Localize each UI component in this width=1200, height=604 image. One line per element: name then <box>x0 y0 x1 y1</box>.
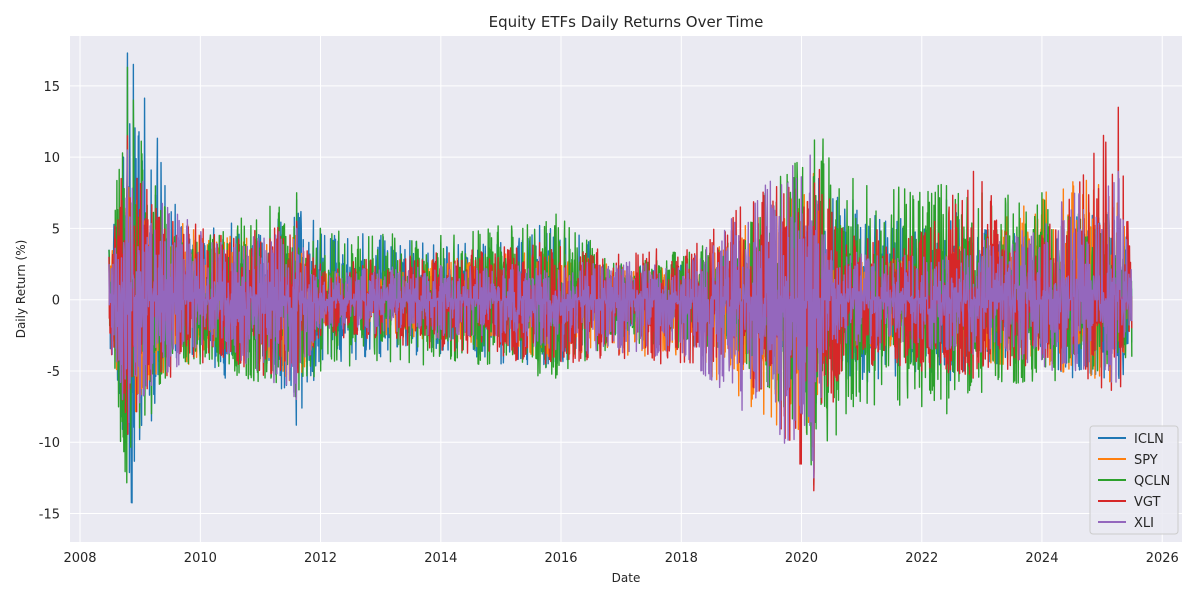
x-tick-label: 2012 <box>304 551 337 566</box>
x-tick-label: 2022 <box>905 551 938 566</box>
legend-label-vgt: VGT <box>1134 495 1161 510</box>
x-axis-label: Date <box>612 571 641 585</box>
y-tick-label: -10 <box>39 436 60 451</box>
series-line-xli <box>108 149 1133 479</box>
chart-title: Equity ETFs Daily Returns Over Time <box>489 13 764 31</box>
x-tick-label: 2026 <box>1146 551 1179 566</box>
x-tick-label: 2020 <box>785 551 818 566</box>
x-tick-label: 2016 <box>544 551 577 566</box>
series-group <box>108 52 1133 504</box>
x-tick-label: 2008 <box>63 551 96 566</box>
y-axis-label: Daily Return (%) <box>14 240 28 339</box>
x-tick-label: 2024 <box>1025 551 1058 566</box>
x-tick-label: 2010 <box>184 551 217 566</box>
legend-box <box>1089 425 1179 535</box>
legend-label-xli: XLI <box>1134 516 1154 531</box>
y-tick-label: 15 <box>43 80 60 95</box>
x-tick-label: 2018 <box>665 551 698 566</box>
x-axis-ticks: 2008 2010 2012 2014 2016 2018 2020 2022 2024 2026 <box>63 551 1178 566</box>
legend-label-qcln: QCLN <box>1134 474 1170 489</box>
y-tick-label: -15 <box>39 507 60 522</box>
y-tick-label: 5 <box>52 222 60 237</box>
legend: ICLN SPY QCLN VGT XLI <box>1089 425 1179 535</box>
x-tick-label: 2014 <box>424 551 457 566</box>
legend-label-icln: ICLN <box>1134 432 1164 447</box>
y-axis-ticks: -15 -10 -5 0 5 10 15 <box>39 80 60 523</box>
legend-label-spy: SPY <box>1134 453 1158 468</box>
y-tick-label: 0 <box>52 294 60 309</box>
y-tick-label: -5 <box>47 365 60 380</box>
y-tick-label: 10 <box>43 151 60 166</box>
